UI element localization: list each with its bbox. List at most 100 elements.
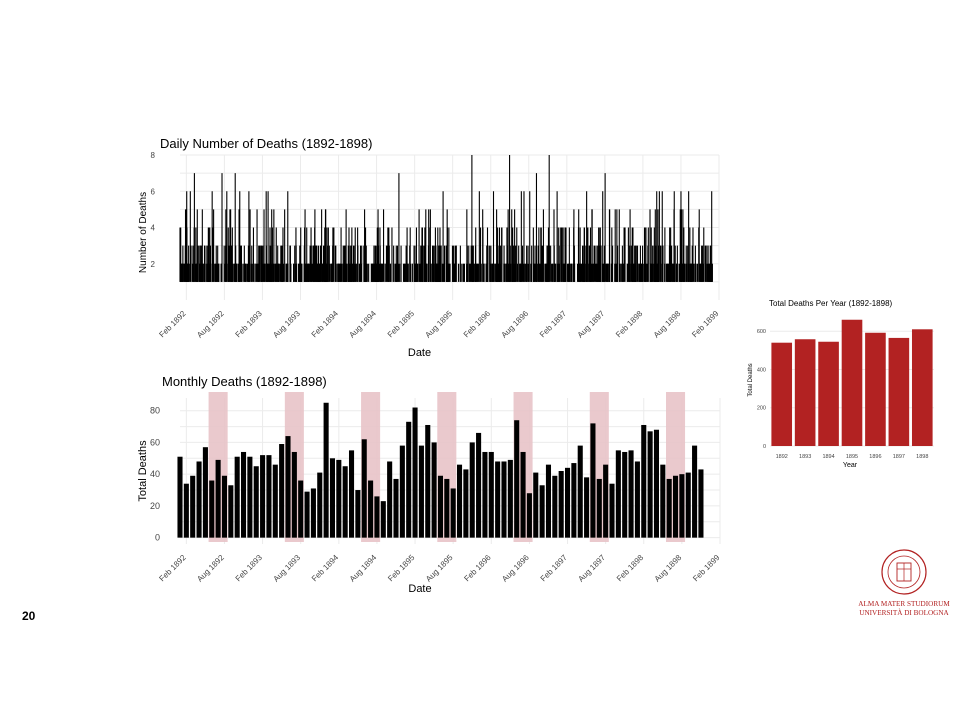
monthly-bar (291, 451, 297, 538)
daily-x-tick-label: Feb 1893 (234, 309, 265, 340)
daily-x-tick-label: Aug 1893 (271, 309, 302, 340)
monthly-bar (177, 456, 183, 538)
monthly-y-tick-label: 60 (150, 437, 160, 447)
monthly-bar (672, 475, 679, 538)
logo-line-1: ALMA MATER STUDIORUM (858, 600, 950, 608)
monthly-x-axis-title: Date (408, 583, 431, 595)
monthly-bar (495, 461, 501, 538)
monthly-bar (533, 472, 539, 538)
monthly-bar (234, 456, 240, 538)
yearly-bar (794, 339, 816, 446)
daily-x-tick-label: Feb 1899 (690, 309, 721, 340)
yearly-x-tick-label: 1897 (893, 454, 905, 460)
monthly-bar (412, 407, 418, 538)
monthly-bar (425, 424, 431, 538)
monthly-x-tick-label: Aug 1892 (195, 553, 226, 584)
monthly-bar (215, 459, 221, 538)
monthly-bar (488, 451, 494, 538)
monthly-x-tick-label: Aug 1898 (653, 553, 684, 584)
monthly-bar (507, 459, 513, 538)
monthly-bar (190, 475, 196, 538)
monthly-x-tick-label: Aug 1893 (272, 553, 303, 584)
monthly-bar (539, 485, 545, 538)
monthly-bar (317, 472, 323, 538)
daily-y-tick-label: 4 (151, 224, 156, 233)
monthly-bar (482, 451, 488, 538)
monthly-bar (628, 450, 634, 538)
monthly-bar (444, 478, 450, 538)
daily-bars (179, 155, 713, 282)
monthly-bar (698, 469, 704, 538)
daily-y-tick-label: 6 (151, 187, 156, 196)
monthly-bar (501, 461, 507, 538)
yearly-bar (771, 342, 793, 446)
monthly-y-tick-label: 0 (155, 533, 160, 543)
yearly-x-tick-label: 1893 (799, 454, 811, 460)
daily-chart-title: Daily Number of Deaths (1892-1898) (160, 136, 372, 151)
monthly-x-tick-label: Feb 1893 (234, 553, 265, 584)
daily-x-tick-label: Aug 1897 (576, 309, 607, 340)
monthly-x-tick-label: Feb 1898 (615, 553, 646, 584)
monthly-bar (247, 456, 253, 538)
monthly-bar (336, 459, 342, 538)
monthly-x-tick-label: Feb 1894 (310, 553, 341, 584)
daily-y-tick-label: 8 (151, 151, 156, 160)
monthly-chart: Monthly Deaths (1892-1898) 0 20 40 60 80 Feb 1… (137, 374, 722, 595)
monthly-bar (653, 429, 660, 538)
daily-x-tick-label: Aug 1898 (652, 309, 683, 340)
monthly-bar (660, 464, 666, 538)
daily-x-tick-label: Aug 1892 (195, 309, 226, 340)
monthly-bar (685, 472, 691, 538)
yearly-bar (911, 329, 933, 446)
monthly-bar (228, 485, 234, 538)
monthly-y-tick-label: 20 (150, 501, 160, 511)
monthly-bar (355, 490, 361, 538)
monthly-y-tick-label: 40 (150, 469, 160, 479)
yearly-x-tick-label: 1896 (869, 454, 881, 460)
yearly-y-tick-label: 0 (763, 444, 766, 450)
daily-x-tick-label: Feb 1892 (157, 309, 188, 340)
monthly-bar (374, 496, 380, 538)
yearly-bar (818, 341, 839, 446)
monthly-bar (279, 444, 285, 538)
yearly-y-tick-label: 400 (757, 367, 766, 373)
yearly-x-axis-title: Year (843, 462, 858, 469)
monthly-bar (634, 461, 640, 538)
daily-x-tick-label: Aug 1895 (423, 309, 454, 340)
monthly-bar (240, 451, 247, 538)
yearly-bar (865, 332, 886, 446)
monthly-bar (564, 467, 571, 538)
monthly-bar (615, 450, 621, 538)
yearly-x-tick-label: 1898 (916, 454, 928, 460)
monthly-x-tick-label: Aug 1897 (576, 553, 607, 584)
daily-x-tick-label: Aug 1894 (347, 309, 378, 340)
daily-x-tick-label: Feb 1895 (386, 309, 417, 340)
monthly-x-tick-label: Aug 1895 (424, 553, 455, 584)
yearly-x-tick-label: 1894 (822, 454, 834, 460)
seal-icon (881, 549, 927, 595)
monthly-bar (456, 464, 463, 538)
monthly-bar (272, 464, 278, 538)
monthly-bar (666, 478, 672, 538)
monthly-bar (514, 420, 520, 538)
monthly-chart-title: Monthly Deaths (1892-1898) (162, 374, 327, 389)
monthly-bar (329, 458, 336, 538)
monthly-y-axis-title: Total Deaths (137, 440, 149, 502)
monthly-bar (437, 475, 444, 538)
monthly-bar (571, 463, 577, 538)
daily-x-tick-label: Feb 1896 (462, 309, 493, 340)
monthly-bar (196, 461, 202, 538)
monthly-x-tick-label: Feb 1897 (539, 553, 570, 584)
monthly-bar (431, 442, 437, 538)
monthly-bar (304, 491, 310, 538)
monthly-bar (552, 475, 558, 538)
monthly-bar (469, 442, 475, 538)
monthly-bar (285, 436, 291, 538)
monthly-x-tick-label: Feb 1896 (462, 553, 493, 584)
monthly-bar (679, 474, 685, 538)
yearly-y-tick-label: 600 (757, 329, 766, 335)
monthly-bar (380, 501, 386, 538)
monthly-bar (520, 451, 526, 538)
monthly-bar (641, 424, 647, 538)
